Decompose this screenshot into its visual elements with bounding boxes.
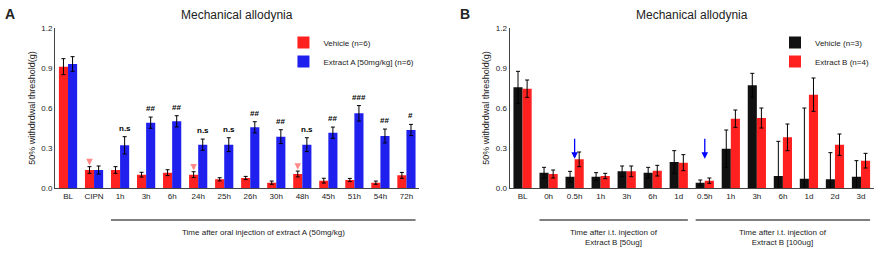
svg-text:A: A [5,6,15,22]
svg-text:24h: 24h [192,192,205,201]
svg-text:1.2: 1.2 [41,24,53,33]
svg-text:54h: 54h [374,192,387,201]
svg-text:48h: 48h [296,192,309,201]
svg-text:Mechanical allodynia: Mechanical allodynia [636,8,748,22]
svg-text:3h: 3h [142,192,151,201]
svg-text:0.9: 0.9 [496,64,508,73]
svg-text:##: ## [250,109,259,118]
svg-text:1h: 1h [116,192,125,201]
svg-text:6h: 6h [778,192,787,201]
svg-text:Extract A [50mg/kg] (n=6): Extract A [50mg/kg] (n=6) [323,58,413,67]
svg-text:1h: 1h [726,192,735,201]
svg-text:1.2: 1.2 [496,24,508,33]
svg-text:Time after i.t. injection ofEx: Time after i.t. injection ofExtract B [1… [739,228,827,247]
svg-text:0.6: 0.6 [41,104,53,113]
svg-text:CIPN: CIPN [84,192,103,201]
svg-text:3h: 3h [752,192,761,201]
svg-text:BL: BL [518,192,528,201]
svg-text:n.s: n.s [223,125,235,134]
svg-text:Extract B (n=4): Extract B (n=4) [815,58,869,67]
svg-text:72h: 72h [400,192,413,201]
svg-text:Vehicle (n=3): Vehicle (n=3) [815,39,862,48]
svg-text:6h: 6h [648,192,657,201]
svg-text:1d: 1d [674,192,683,201]
svg-text:0.3: 0.3 [496,144,508,153]
svg-text:6h: 6h [168,192,177,201]
svg-text:1d: 1d [804,192,813,201]
svg-text:n.s: n.s [197,126,209,135]
svg-text:Vehicle (n=6): Vehicle (n=6) [323,39,370,48]
svg-text:##: ## [146,104,155,113]
svg-text:Time after i.t. injection ofEx: Time after i.t. injection ofExtract B [5… [570,228,658,247]
svg-text:25h: 25h [218,192,231,201]
svg-text:##: ## [328,114,337,123]
svg-text:##: ## [380,116,389,125]
svg-text:0.3: 0.3 [41,144,53,153]
svg-text:0h: 0h [544,192,553,201]
svg-text:##: ## [172,103,181,112]
svg-text:B: B [460,6,470,22]
svg-text:0.0: 0.0 [496,184,508,193]
svg-text:n.s: n.s [301,125,313,134]
svg-text:##: ## [276,117,285,126]
svg-text:0.9: 0.9 [41,64,53,73]
svg-text:Time after oral injection of e: Time after oral injection of extract A (… [182,228,345,237]
svg-text:BL: BL [63,192,73,201]
svg-text:50% withdrdwal threshold(g): 50% withdrdwal threshold(g) [27,51,37,165]
svg-text:0.0: 0.0 [41,184,53,193]
svg-text:#: # [408,111,413,120]
svg-text:###: ### [352,93,366,102]
svg-text:45h: 45h [322,192,335,201]
svg-text:3h: 3h [622,192,631,201]
svg-text:1h: 1h [596,192,605,201]
svg-text:Mechanical allodynia: Mechanical allodynia [181,8,293,22]
svg-text:51h: 51h [348,192,361,201]
svg-text:0.5h: 0.5h [697,192,713,201]
svg-text:30h: 30h [270,192,283,201]
svg-text:3d: 3d [857,192,866,201]
svg-text:2d: 2d [831,192,840,201]
svg-text:50% withdrdwal threshold(g): 50% withdrdwal threshold(g) [481,51,491,165]
svg-text:n.s: n.s [119,124,131,133]
svg-text:0.6: 0.6 [496,104,508,113]
svg-text:26h: 26h [244,192,257,201]
svg-text:0.5h: 0.5h [567,192,583,201]
